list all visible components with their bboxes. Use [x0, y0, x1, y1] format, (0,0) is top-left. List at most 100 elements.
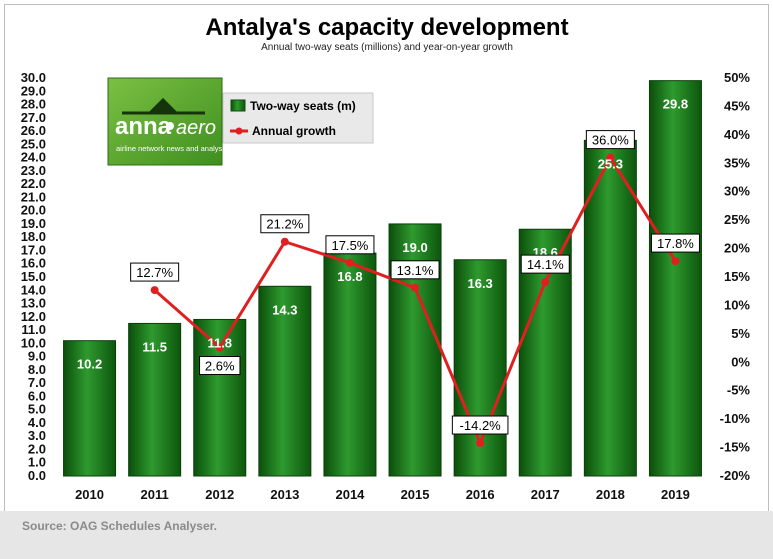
x-tick-label: 2015 — [401, 487, 430, 502]
left-tick-label: 28.0 — [21, 97, 46, 112]
left-tick-label: 12.0 — [21, 309, 46, 324]
left-tick-label: 6.0 — [28, 388, 46, 403]
left-tick-label: 18.0 — [21, 229, 46, 244]
growth-point — [606, 153, 615, 162]
right-tick-label: 20% — [724, 241, 750, 256]
growth-label-text: 2.6% — [205, 359, 235, 374]
bar-value-label: 29.8 — [663, 97, 688, 112]
growth-point — [411, 283, 420, 292]
growth-label: 13.1% — [390, 260, 440, 280]
growth-label-text: -14.2% — [460, 418, 502, 433]
x-tick-label: 2011 — [141, 487, 169, 502]
bar-value-label: 25.3 — [598, 156, 623, 171]
growth-series — [150, 153, 680, 448]
growth-label-text: 12.7% — [136, 265, 173, 280]
right-tick-label: 50% — [724, 70, 750, 85]
left-tick-label: 23.0 — [21, 163, 46, 178]
x-tick-label: 2014 — [335, 487, 365, 502]
x-axis-ticks: 2010 2011 2012 2013 2014 2015 2016 2017 2018 2019 — [75, 487, 690, 502]
bar-value-label: 11.5 — [142, 339, 167, 354]
growth-label-text: 13.1% — [397, 263, 434, 278]
anna-aero-logo: anna aero airline network news and analy… — [107, 77, 228, 166]
left-tick-label: 20.0 — [21, 203, 46, 218]
x-tick-label: 2016 — [466, 487, 495, 502]
right-tick-label: -15% — [720, 440, 751, 455]
right-tick-label: 45% — [724, 98, 750, 113]
left-tick-label: 3.0 — [28, 428, 46, 443]
logo-brand: anna — [115, 113, 172, 140]
legend: Two-way seats (m) Annual growth — [222, 92, 374, 144]
logo-brand-suffix: aero — [176, 117, 216, 139]
left-tick-label: 21.0 — [21, 189, 46, 204]
bar-value-label: 10.2 — [77, 357, 102, 372]
left-axis-ticks: 0.01.02.03.04.05.06.07.08.09.010.011.012… — [21, 70, 46, 483]
left-tick-label: 30.0 — [21, 70, 46, 85]
bar — [128, 322, 182, 477]
left-tick-label: 25.0 — [21, 136, 46, 151]
growth-label-text: 21.2% — [266, 217, 303, 232]
growth-label: 17.5% — [325, 235, 375, 255]
bar — [648, 80, 702, 477]
left-tick-label: 4.0 — [28, 415, 46, 430]
growth-label-box — [199, 356, 241, 376]
left-tick-label: 11.0 — [21, 322, 46, 337]
growth-point — [345, 258, 354, 267]
left-tick-label: 16.0 — [21, 256, 46, 271]
growth-label: 21.2% — [260, 214, 310, 234]
right-tick-label: 40% — [724, 127, 750, 142]
legend-swatch-marker — [235, 127, 243, 135]
left-tick-label: 8.0 — [28, 362, 46, 377]
growth-label-box — [650, 233, 700, 253]
left-tick-label: 17.0 — [21, 242, 46, 257]
bar-value-label: 16.3 — [467, 276, 492, 291]
growth-point — [671, 257, 680, 266]
left-tick-label: 5.0 — [28, 402, 46, 417]
growth-label-box — [130, 262, 180, 282]
growth-label: 2.6% — [199, 356, 241, 376]
footer: Source: OAG Schedules Analyser. — [0, 511, 773, 559]
growth-label: 17.8% — [650, 233, 700, 253]
x-tick-label: 2019 — [661, 487, 690, 502]
growth-label-box — [451, 415, 509, 435]
growth-label: 14.1% — [520, 254, 570, 274]
legend-swatch-bar — [230, 99, 246, 112]
growth-label-text: 17.8% — [657, 236, 694, 251]
right-tick-label: 25% — [724, 212, 750, 227]
legend-item-two-way-seats: Two-way seats (m) — [250, 99, 356, 113]
growth-label-text: 14.1% — [527, 257, 564, 272]
right-tick-label: -20% — [720, 468, 751, 483]
left-tick-label: 9.0 — [28, 349, 46, 364]
left-tick-label: 29.0 — [21, 83, 46, 98]
growth-point — [215, 343, 224, 352]
left-tick-label: 10.0 — [21, 335, 46, 350]
x-tick-label: 2010 — [75, 487, 104, 502]
growth-point — [280, 237, 289, 246]
x-tick-label: 2012 — [205, 487, 234, 502]
left-tick-label: 0.0 — [28, 468, 46, 483]
left-tick-label: 7.0 — [28, 375, 46, 390]
right-tick-label: 0% — [731, 354, 750, 369]
left-tick-label: 19.0 — [21, 216, 46, 231]
source-note: Source: OAG Schedules Analyser. — [22, 519, 217, 533]
bar-series — [63, 80, 702, 477]
right-tick-label: 30% — [724, 184, 750, 199]
left-tick-label: 26.0 — [21, 123, 46, 138]
left-tick-label: 14.0 — [21, 282, 46, 297]
bar — [258, 285, 312, 477]
bar — [583, 139, 637, 477]
bar-value-label: 11.8 — [207, 335, 232, 350]
bar-value-label: 14.3 — [272, 302, 297, 317]
right-tick-label: 5% — [731, 326, 750, 341]
growth-label-text: 36.0% — [592, 133, 629, 148]
right-axis-ticks: -20% -15% -10% -5% 0% 5% 10% 15% 20% 25% 30% 35% 40%… — [720, 70, 751, 483]
growth-point — [150, 286, 159, 295]
logo-tagline: airline network news and analysis — [116, 144, 228, 153]
growth-labels: 12.7% 2.6% 21.2% 17.5% 13.1% -14.2% 14.1% 36.0%… — [130, 130, 700, 435]
chart: Antalya's capacity development Annual tw… — [21, 14, 751, 502]
bar — [63, 340, 117, 477]
legend-item-annual-growth: Annual growth — [252, 124, 336, 138]
x-tick-label: 2013 — [270, 487, 299, 502]
left-tick-label: 15.0 — [21, 269, 46, 284]
legend-box — [222, 92, 374, 144]
growth-label-box — [390, 260, 440, 280]
